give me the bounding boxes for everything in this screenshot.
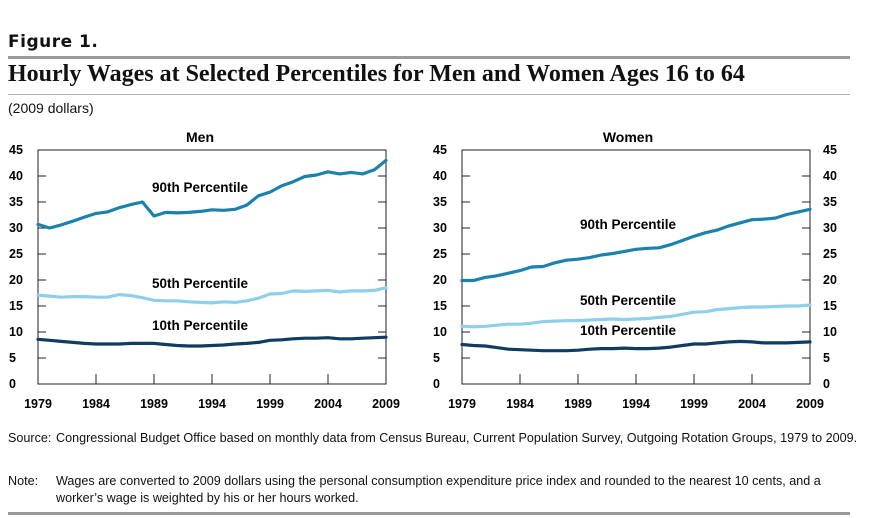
note-label: Note: bbox=[8, 474, 39, 488]
x-tick-label: 2009 bbox=[372, 397, 400, 411]
x-tick-label: 1989 bbox=[564, 397, 592, 411]
panel-women: Women 0 0 5 5 10 10 15 15 20 20 25 25 30 30 35 35 40 40 45 4… bbox=[433, 129, 837, 411]
y-tick-label: 25 bbox=[823, 247, 837, 261]
series-line-p50 bbox=[460, 303, 812, 329]
series-line-p90 bbox=[460, 207, 812, 283]
chart-subtitle: (2009 dollars) bbox=[8, 100, 94, 116]
y-tick-label: 35 bbox=[9, 195, 23, 209]
chart-title: Hourly Wages at Selected Percentiles for… bbox=[8, 61, 745, 87]
y-tick-label: 40 bbox=[433, 169, 447, 183]
y-tick-label: 0 bbox=[823, 377, 830, 391]
x-tick-label: 1999 bbox=[256, 397, 284, 411]
y-tick-label: 10 bbox=[433, 325, 447, 339]
y-tick-label: 5 bbox=[433, 351, 440, 365]
charts: Men 0 5 10 15 20 25 30 35 40 45 1979 1984 1989 1994 199… bbox=[9, 129, 837, 411]
y-tick-label: 5 bbox=[9, 351, 16, 365]
y-tick-label: 45 bbox=[823, 143, 837, 157]
series-label-p90: 90th Percentile bbox=[580, 217, 677, 232]
y-tick-label: 35 bbox=[433, 195, 447, 209]
x-tick-label: 2009 bbox=[796, 397, 824, 411]
y-tick-label: 35 bbox=[823, 195, 837, 209]
x-tick-label: 1989 bbox=[140, 397, 168, 411]
y-tick-label: 45 bbox=[433, 143, 447, 157]
y-tick-label: 10 bbox=[823, 325, 837, 339]
source-text: Congressional Budget Office based on mon… bbox=[56, 431, 858, 445]
source-label: Source: bbox=[8, 431, 52, 445]
y-tick-label: 20 bbox=[433, 273, 447, 287]
note-text: Wages are converted to 2009 dollars usin… bbox=[56, 474, 821, 505]
series-line-p10 bbox=[460, 339, 812, 353]
series-label-p50: 50th Percentile bbox=[152, 276, 249, 291]
y-tick-label: 30 bbox=[9, 221, 23, 235]
y-tick-label: 30 bbox=[823, 221, 837, 235]
x-tick-label: 1979 bbox=[448, 397, 476, 411]
top-rule bbox=[8, 56, 850, 59]
footnote: Note: Wages are converted to 2009 dollar… bbox=[8, 473, 858, 507]
x-tick-label: 1994 bbox=[198, 397, 226, 411]
y-tick-label: 15 bbox=[9, 299, 23, 313]
panel-title: Men bbox=[186, 129, 214, 145]
y-tick-label: 45 bbox=[9, 143, 23, 157]
x-tick-label: 1979 bbox=[24, 397, 52, 411]
figure-label: Figure 1. bbox=[8, 32, 99, 52]
series-label-p90: 90th Percentile bbox=[152, 180, 249, 195]
series-label-p50: 50th Percentile bbox=[580, 293, 677, 308]
x-tick-label: 1999 bbox=[680, 397, 708, 411]
x-tick-label: 2004 bbox=[314, 397, 342, 411]
panel-men: Men 0 5 10 15 20 25 30 35 40 45 1979 1984 1989 1994 199… bbox=[9, 129, 400, 411]
series-line-p50 bbox=[36, 286, 388, 305]
series-line-p90 bbox=[36, 158, 388, 230]
x-tick-label: 1994 bbox=[622, 397, 650, 411]
y-tick-label: 25 bbox=[433, 247, 447, 261]
x-tick-label: 1984 bbox=[82, 397, 110, 411]
series-line-p10 bbox=[36, 335, 388, 348]
y-tick-label: 25 bbox=[9, 247, 23, 261]
bottom-rule bbox=[8, 512, 850, 515]
x-tick-label: 2004 bbox=[738, 397, 766, 411]
title-rule bbox=[8, 94, 850, 95]
y-tick-label: 30 bbox=[433, 221, 447, 235]
y-tick-label: 15 bbox=[433, 299, 447, 313]
y-tick-label: 40 bbox=[9, 169, 23, 183]
y-tick-label: 40 bbox=[823, 169, 837, 183]
y-tick-label: 15 bbox=[823, 299, 837, 313]
y-tick-label: 10 bbox=[9, 325, 23, 339]
y-tick-label: 20 bbox=[823, 273, 837, 287]
y-tick-label: 5 bbox=[823, 351, 830, 365]
y-tick-label: 0 bbox=[9, 377, 16, 391]
series-label-p10: 10th Percentile bbox=[580, 323, 677, 338]
y-tick-label: 20 bbox=[9, 273, 23, 287]
y-tick-label: 0 bbox=[433, 377, 440, 391]
x-tick-label: 1984 bbox=[506, 397, 534, 411]
panel-title: Women bbox=[603, 129, 653, 145]
source-note: Source: Congressional Budget Office base… bbox=[8, 430, 858, 447]
series-label-p10: 10th Percentile bbox=[152, 318, 249, 333]
